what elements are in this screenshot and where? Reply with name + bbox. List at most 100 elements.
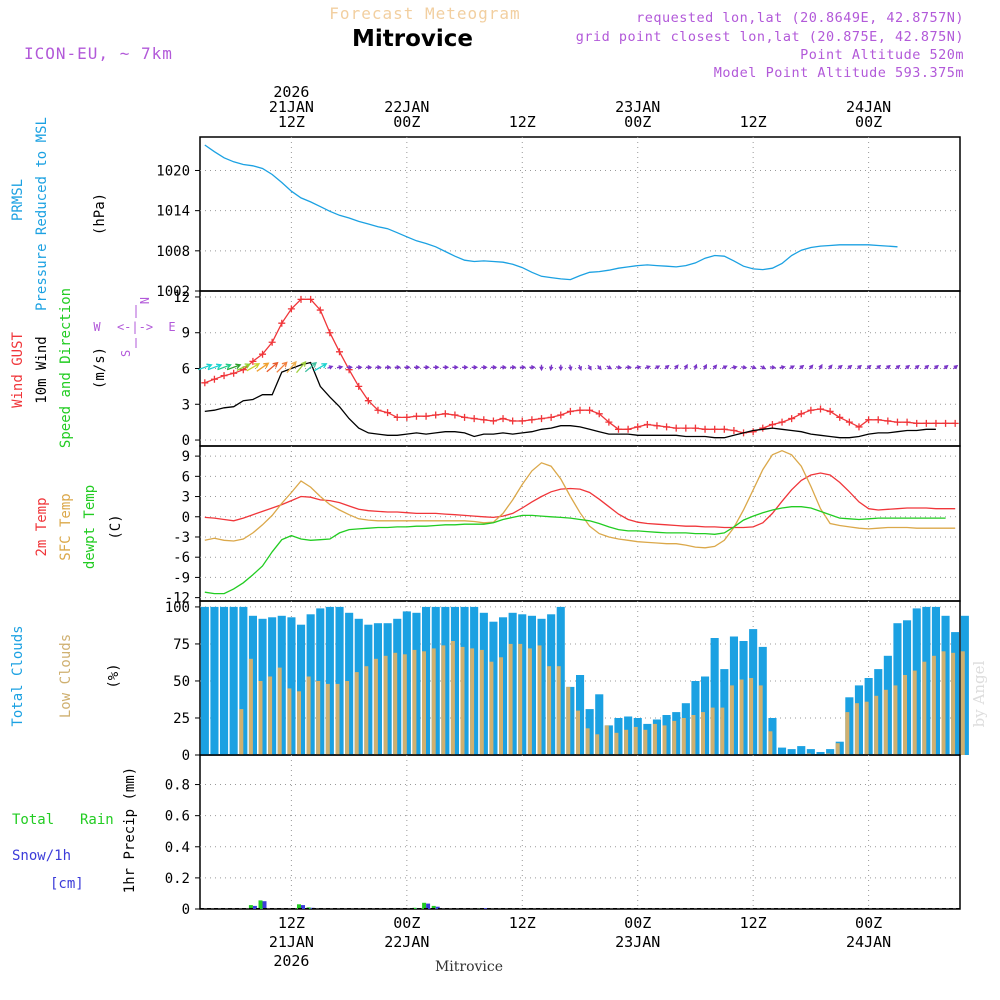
total-cloud-bar — [758, 646, 767, 755]
wind-direction-arrow — [246, 363, 261, 372]
low-cloud-bar — [508, 643, 513, 755]
compass-west: W — [93, 320, 101, 334]
total-cloud-bar — [893, 623, 902, 755]
low-cloud-bar — [931, 655, 936, 755]
gust-marker — [903, 418, 911, 426]
total-cloud-bar — [624, 716, 633, 755]
chart-title: Forecast Meteogram — [329, 4, 521, 23]
label-cloud-unit: (%) — [106, 663, 122, 688]
total-cloud-bar — [652, 719, 661, 755]
gust-marker — [335, 348, 343, 356]
low-cloud-bar — [576, 710, 580, 755]
label-snow-unit: [cm] — [50, 876, 84, 892]
total-cloud-bar — [595, 694, 604, 755]
low-cloud-bar — [470, 648, 475, 755]
wind-direction-arrow — [529, 365, 536, 370]
gust-marker — [913, 419, 921, 427]
rain-bar — [297, 904, 301, 909]
low-cloud-bar — [325, 683, 330, 755]
wind-direction-arrow — [866, 364, 872, 370]
gust-marker — [788, 415, 796, 423]
low-cloud-bar — [412, 649, 417, 755]
gust-marker — [653, 422, 661, 430]
gust-marker — [826, 407, 834, 415]
wind-direction-arrow — [769, 365, 777, 370]
total-cloud-bar — [220, 606, 229, 755]
total-cloud-bar — [508, 612, 517, 755]
snow-bar — [252, 905, 257, 909]
low-cloud-bar — [489, 661, 494, 755]
low-cloud-bar — [527, 648, 532, 755]
snow-bar — [301, 905, 305, 909]
total-cloud-bar — [297, 624, 306, 755]
gust-marker — [691, 424, 699, 432]
label-precip-unit: 1hr Precip (mm) — [122, 767, 138, 893]
wind-direction-arrow — [558, 364, 563, 372]
wind-direction-arrow — [875, 364, 882, 370]
series-dewpt-temp — [204, 506, 946, 595]
total-cloud-bar — [912, 608, 921, 755]
low-cloud-bar — [277, 667, 282, 755]
total-cloud-bar — [903, 620, 912, 756]
gust-marker — [778, 418, 786, 426]
total-cloud-bar — [489, 621, 498, 755]
total-cloud-bar — [441, 606, 450, 755]
low-cloud-bar — [450, 641, 455, 755]
gust-marker — [249, 357, 257, 365]
y-tick-label: 3 — [182, 490, 190, 506]
low-cloud-bar — [547, 666, 552, 755]
total-cloud-bar — [941, 615, 950, 755]
total-cloud-bar — [200, 606, 209, 755]
wind-direction-arrow — [375, 365, 382, 370]
gust-marker — [845, 418, 853, 426]
low-cloud-bar — [239, 709, 244, 755]
low-cloud-bar — [845, 712, 850, 755]
gust-marker — [316, 306, 324, 314]
wind-direction-arrow — [539, 364, 544, 372]
low-cloud-bar — [297, 691, 301, 755]
wind-direction-arrow — [236, 363, 251, 371]
wind-direction-arrow — [471, 365, 479, 370]
wind-direction-arrow — [226, 363, 242, 371]
total-cloud-bar — [316, 608, 325, 755]
total-cloud-bar — [576, 675, 585, 755]
gust-marker — [720, 425, 728, 433]
label-prmsl: PRMSL — [10, 179, 26, 221]
gust-marker — [614, 425, 622, 433]
total-cloud-bar — [499, 617, 508, 755]
low-cloud-bar — [835, 743, 840, 755]
total-cloud-bar — [922, 606, 931, 755]
series-sfc-temp — [204, 449, 956, 549]
total-cloud-bar — [373, 623, 382, 755]
wind-direction-arrow — [510, 365, 517, 370]
gust-marker — [268, 338, 276, 346]
wind-direction-arrow — [914, 364, 920, 370]
low-cloud-bar — [758, 685, 763, 755]
gust-marker — [884, 417, 892, 425]
total-cloud-bar — [691, 681, 700, 755]
wind-direction-arrow — [789, 365, 795, 370]
gust-marker — [220, 372, 228, 380]
gust-marker — [893, 418, 901, 426]
gust-marker — [942, 419, 950, 427]
label-dewpt-temp: dewpt Temp — [82, 485, 98, 569]
low-cloud-bar — [854, 703, 859, 755]
low-cloud-bar — [652, 723, 657, 755]
wind-direction-arrow — [923, 364, 930, 370]
compass-east: E — [168, 320, 175, 334]
gust-marker — [643, 421, 651, 429]
total-cloud-bar — [806, 749, 815, 755]
y-tick-label: 0.4 — [165, 840, 190, 856]
total-cloud-bar — [229, 606, 238, 755]
total-cloud-bar — [431, 606, 440, 755]
bottom-time-label: 24JAN — [846, 933, 891, 951]
low-cloud-bar — [402, 654, 407, 755]
point-altitude: Point Altitude 520m — [800, 47, 964, 63]
gust-marker — [278, 319, 286, 327]
y-tick-label: 25 — [173, 711, 190, 727]
model-label: ICON-EU, ~ 7km — [24, 44, 173, 63]
rain-bar — [248, 905, 253, 909]
gust-marker — [807, 406, 815, 414]
wind-direction-arrow — [837, 364, 843, 370]
gust-marker — [364, 397, 372, 405]
